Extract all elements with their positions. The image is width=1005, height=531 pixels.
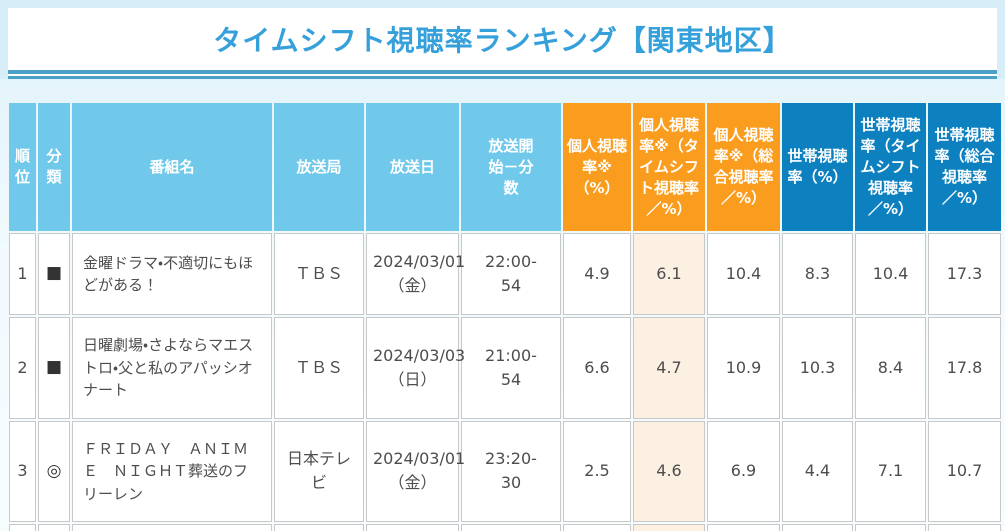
cell-time: 22:00- 54 — [461, 233, 561, 315]
cell-p_ts: 6.1 — [633, 233, 705, 315]
cell-time: 23:20- 30 — [461, 420, 561, 522]
table-row-2: 2 ■ 日曜劇場・さよならマエストロ・父と私のアパッシオナート ＴＢＳ 2024/03/… — [9, 317, 1001, 419]
column-header-p_total: 個人視聴率※（総合視聴率／%） — [707, 103, 780, 231]
cell-h_live: 8.3 — [782, 233, 853, 315]
cell-p_ts-empty — [633, 524, 705, 531]
cell-p_ts: 4.6 — [633, 420, 705, 522]
cell-time: 21:00- 54 — [461, 317, 561, 419]
cell-p_live-empty — [563, 524, 631, 531]
cell-program-empty — [72, 524, 272, 531]
cell-p_total: 10.4 — [707, 233, 780, 315]
cell-category: ■ — [38, 233, 70, 315]
divider-line-thin — [8, 76, 997, 79]
cell-date: 2024/03/01 （金） — [366, 233, 465, 315]
cell-p_live: 4.9 — [563, 233, 631, 315]
table-row-partial — [9, 524, 1001, 531]
cell-h_ts: 10.4 — [855, 233, 926, 315]
content-area: 順位 分類 番組名 放送局 放送日 放送開始－分数 個人視聴率※（%） 個人視聴率※（タイムシ… — [0, 79, 1005, 531]
cell-date: 2024/03/01 （金） — [366, 420, 465, 522]
cell-program: 金曜ドラマ・不適切にもほどがある！ — [72, 233, 272, 315]
cell-h_ts: 8.4 — [855, 317, 926, 419]
cell-category: ■ — [38, 317, 70, 419]
cell-p_total: 10.9 — [707, 317, 780, 419]
cell-category-empty — [38, 524, 70, 531]
divider-line-thick — [8, 70, 997, 74]
column-header-date: 放送日 — [366, 103, 459, 231]
page-title: タイムシフト視聴率ランキング【関東地区】 — [213, 24, 792, 57]
table-header-row: 順位 分類 番組名 放送局 放送日 放送開始－分数 個人視聴率※（%） 個人視聴率※（タイムシ… — [9, 103, 1001, 231]
cell-station-empty — [274, 524, 364, 531]
cell-h_total: 10.7 — [928, 420, 1001, 522]
cell-h_live-empty — [782, 524, 853, 531]
cell-station: ＴＢＳ — [274, 317, 364, 419]
cell-category: ◎ — [38, 420, 70, 522]
column-header-h_total: 世帯視聴率（総合視聴率／%） — [928, 103, 1001, 231]
cell-rank-empty — [9, 524, 36, 531]
cell-h_total: 17.8 — [928, 317, 1001, 419]
cell-program: 日曜劇場・さよならマエストロ・父と私のアパッシオナート — [72, 317, 272, 419]
title-block: タイムシフト視聴率ランキング【関東地区】 — [8, 8, 997, 70]
cell-p_total-empty — [707, 524, 780, 531]
cell-date: 2024/03/03 （日） — [366, 317, 465, 419]
cell-h_live: 10.3 — [782, 317, 853, 419]
column-header-p_live: 個人視聴率※（%） — [563, 103, 631, 231]
table-row-3: 3 ◎ ＦＲＩＤＡＹ ＡＮＩＭＥ ＮＩＧＨＴ葬送のフリーレン 日本テレビ 2024/03… — [9, 420, 1001, 522]
cell-p_total: 6.9 — [707, 420, 780, 522]
cell-time-empty — [461, 524, 561, 531]
column-header-program: 番組名 — [72, 103, 272, 231]
column-header-p_ts: 個人視聴率※（タイムシフト視聴率／%） — [633, 103, 705, 231]
column-header-category: 分類 — [38, 103, 70, 231]
column-header-rank: 順位 — [9, 103, 36, 231]
table-body: 1 ■ 金曜ドラマ・不適切にもほどがある！ ＴＢＳ 2024/03/01 （金） 22:0… — [9, 233, 1001, 531]
table-row-1: 1 ■ 金曜ドラマ・不適切にもほどがある！ ＴＢＳ 2024/03/01 （金） 22:0… — [9, 233, 1001, 315]
title-divider — [8, 70, 997, 79]
cell-station: ＴＢＳ — [274, 233, 364, 315]
cell-date-empty — [366, 524, 459, 531]
column-header-station: 放送局 — [274, 103, 364, 231]
cell-program: ＦＲＩＤＡＹ ＡＮＩＭＥ ＮＩＧＨＴ葬送のフリーレン — [72, 420, 272, 522]
cell-h_live: 4.4 — [782, 420, 853, 522]
column-header-time: 放送開始－分数 — [461, 103, 561, 231]
cell-h_total-empty — [928, 524, 1001, 531]
cell-rank: 3 — [9, 420, 36, 522]
cell-p_ts: 4.7 — [633, 317, 705, 419]
column-header-h_ts: 世帯視聴率（タイムシフト視聴率／%） — [855, 103, 926, 231]
cell-h_ts: 7.1 — [855, 420, 926, 522]
cell-h_ts-empty — [855, 524, 926, 531]
table-header: 順位 分類 番組名 放送局 放送日 放送開始－分数 個人視聴率※（%） 個人視聴率※（タイムシ… — [9, 103, 1001, 231]
column-header-h_live: 世帯視聴率（%） — [782, 103, 853, 231]
cell-rank: 2 — [9, 317, 36, 419]
cell-station: 日本テレビ — [274, 420, 364, 522]
cell-h_total: 17.3 — [928, 233, 1001, 315]
ratings-ranking-table: 順位 分類 番組名 放送局 放送日 放送開始－分数 個人視聴率※（%） 個人視聴率※（タイムシ… — [7, 101, 1003, 531]
cell-p_live: 6.6 — [563, 317, 631, 419]
cell-rank: 1 — [9, 233, 36, 315]
cell-p_live: 2.5 — [563, 420, 631, 522]
